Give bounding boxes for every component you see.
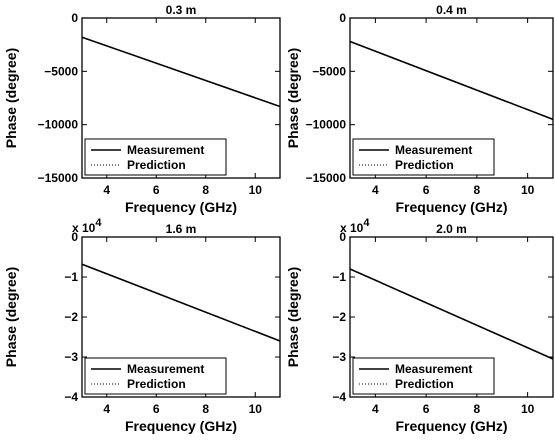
y-tick-label: −2 <box>332 310 346 324</box>
y-tick-label: −1 <box>64 270 78 284</box>
legend-box <box>84 357 227 395</box>
x-tick-label: 4 <box>103 402 110 416</box>
y-tick-label: −3 <box>332 350 346 364</box>
legend-label-prediction: Prediction <box>127 158 186 172</box>
axes-frame <box>81 17 281 179</box>
legend-label-measurement: Measurement <box>127 362 204 376</box>
y-tick-label: −10000 <box>306 118 347 132</box>
series-line-prediction <box>81 36 281 108</box>
y-multiplier: x 104 <box>340 217 370 235</box>
y-tick-label: 0 <box>339 230 346 244</box>
x-tick-label: 10 <box>249 183 263 197</box>
y-tick-label: −5000 <box>44 64 78 78</box>
series-line-measurement <box>81 263 281 342</box>
chart-panel-3: 1.6 m 4 6 8 10 0 −1 −2 −3 −4 x 104 Frequency (GHz) P… <box>3 217 281 434</box>
legend-label-prediction: Prediction <box>127 377 186 391</box>
x-axis-label: Frequency (GHz) <box>395 418 507 434</box>
x-tick-label: 6 <box>153 402 160 416</box>
y-tick-label: −4 <box>64 390 78 404</box>
x-axis-label: Frequency (GHz) <box>395 199 507 215</box>
x-tick-label: 4 <box>372 183 379 197</box>
y-tick-label: 0 <box>71 230 78 244</box>
y-multiplier: x 104 <box>72 217 102 235</box>
legend-box <box>352 138 495 176</box>
y-tick-label: −1 <box>332 270 346 284</box>
x-axis-label: Frequency (GHz) <box>125 199 237 215</box>
x-tick-label: 4 <box>103 183 110 197</box>
legend-label-prediction: Prediction <box>395 377 454 391</box>
chart-title: 0.4 m <box>436 3 467 17</box>
x-axis-label: Frequency (GHz) <box>125 418 237 434</box>
x-tick-label: 4 <box>372 402 379 416</box>
legend-label-measurement: Measurement <box>395 143 472 157</box>
x-tick-label: 6 <box>423 402 430 416</box>
chart-title: 1.6 m <box>166 222 197 236</box>
y-tick-label: −10000 <box>38 118 79 132</box>
y-tick-label: −2 <box>64 310 78 324</box>
chart-title: 0.3 m <box>166 3 197 17</box>
y-tick-label: −15000 <box>306 171 347 185</box>
y-axis-label: Phase (degree) <box>285 267 301 367</box>
y-axis-label: Phase (degree) <box>285 48 301 148</box>
x-tick-label: 6 <box>153 183 160 197</box>
x-tick-label: 10 <box>521 402 535 416</box>
legend-label-measurement: Measurement <box>395 362 472 376</box>
legend-box <box>352 357 495 395</box>
x-tick-label: 8 <box>474 183 481 197</box>
chart-title: 2.0 m <box>436 222 467 236</box>
y-axis-label: Phase (degree) <box>3 48 19 148</box>
x-tick-label: 10 <box>521 183 535 197</box>
legend-label-measurement: Measurement <box>127 143 204 157</box>
chart-panel-2: 0.4 m 4 6 8 10 0 −5000 −10000 −15000 Frequency (G… <box>285 3 554 215</box>
axes-frame <box>349 17 554 179</box>
legend-label-prediction: Prediction <box>395 158 454 172</box>
legend-box <box>84 138 227 176</box>
x-tick-label: 10 <box>249 402 263 416</box>
chart-panel-1: 0.3 m 4 6 8 10 0 −5000 −10000 −15000 Frequency (G… <box>3 3 281 215</box>
y-tick-label: 0 <box>339 11 346 25</box>
series-line-prediction <box>349 268 554 360</box>
series-line-prediction <box>349 40 554 120</box>
series-line-measurement <box>81 36 281 108</box>
x-tick-label: 8 <box>474 402 481 416</box>
y-tick-label: 0 <box>71 11 78 25</box>
chart-panel-4: 2.0 m 4 6 8 10 0 −1 −2 −3 −4 x 104 Frequency (GHz) P… <box>285 217 554 434</box>
y-tick-label: −5000 <box>312 64 346 78</box>
y-axis-label: Phase (degree) <box>3 267 19 367</box>
y-tick-label: −3 <box>64 350 78 364</box>
x-tick-label: 8 <box>202 402 209 416</box>
y-tick-label: −15000 <box>38 171 79 185</box>
x-tick-label: 8 <box>202 183 209 197</box>
y-tick-label: −4 <box>332 390 346 404</box>
x-tick-label: 6 <box>423 183 430 197</box>
